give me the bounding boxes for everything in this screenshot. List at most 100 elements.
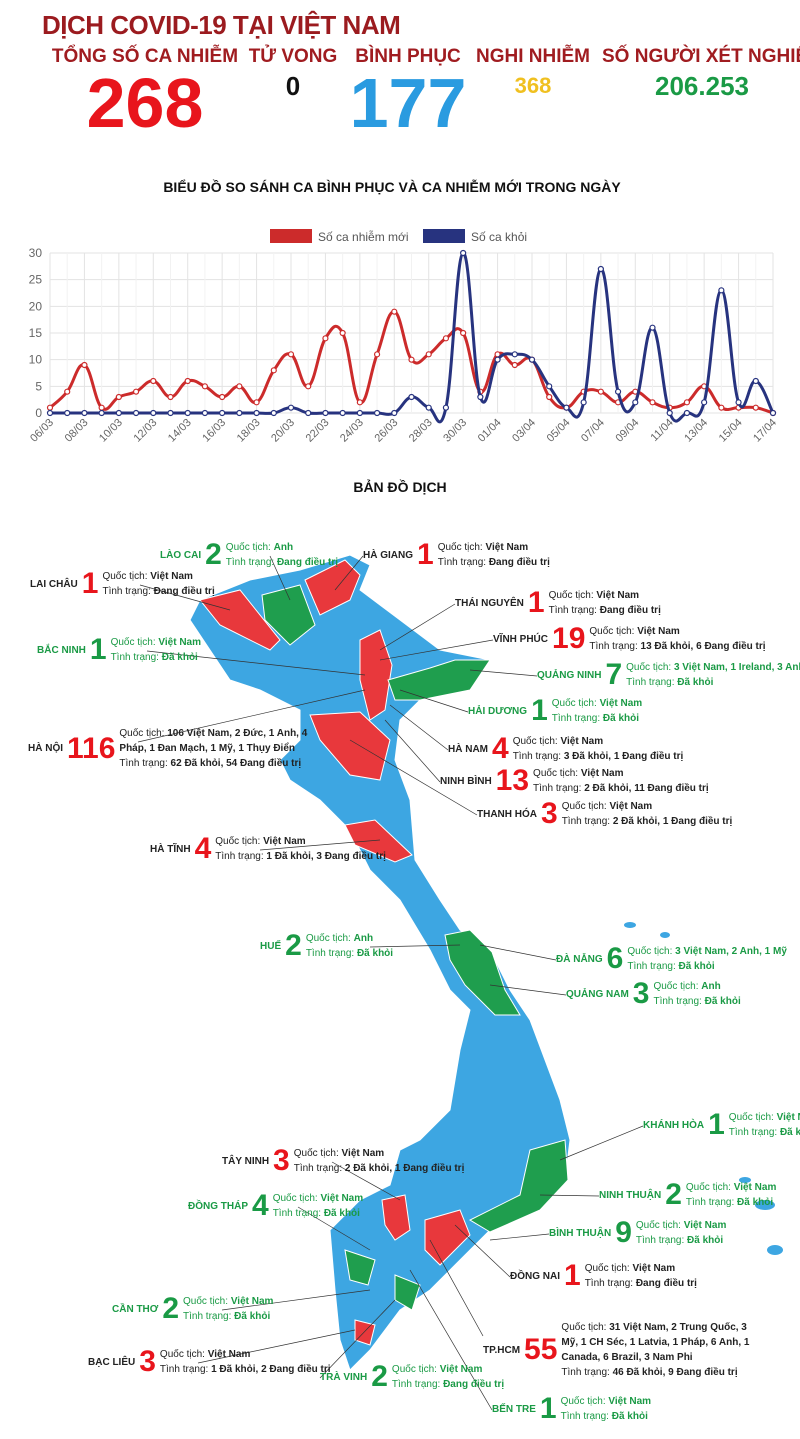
point (752, 404, 759, 411)
province-label: QUẢNG NINH 7 Quốc tịch: 3 Việt Nam, 1 Irel… (537, 660, 800, 690)
province-count: 4 (194, 832, 212, 865)
leader-line (559, 1125, 644, 1161)
status: Đang điều trị (635, 1278, 697, 1289)
province-label: NINH BÌNH 13 Quốc tịch: Việt Nam Tình trạng… (440, 766, 709, 796)
province-count: 55 (524, 1333, 558, 1366)
status-line: Tình trạng: Đang điều trị (102, 584, 214, 599)
province-label: LAI CHÂU 1 Quốc tịch: Việt Nam Tình trạng: … (30, 569, 215, 599)
point (150, 377, 157, 385)
province-label: TÂY NINH 3 Quốc tịch: Việt Nam Tình trạng: … (222, 1146, 464, 1176)
point (563, 404, 570, 411)
province-info: Quốc tịch: Việt Nam Tình trạng: Đang điều… (585, 1261, 697, 1291)
nationality: Anh (701, 981, 721, 992)
legend-swatch (270, 229, 312, 243)
province-label: QUẢNG NAM 3 Quốc tịch: Anh Tình trạng: Đã k… (566, 979, 741, 1009)
point (614, 388, 622, 395)
province-info: Quốc tịch: Anh Tình trạng: Đã khỏi (306, 931, 393, 961)
nationality: Việt Nam (632, 1263, 676, 1274)
province-name: ĐỒNG NAI (510, 1270, 560, 1282)
point (64, 409, 71, 417)
point (167, 393, 174, 401)
nationality-label: Quốc tịch: (437, 542, 483, 553)
point (81, 409, 88, 417)
province-name: HÀ GIANG (363, 549, 413, 561)
status-label: Tình trạng: (225, 557, 275, 568)
leader-line (331, 1161, 401, 1201)
status-label: Tình trạng: (561, 1367, 610, 1378)
nationality-line: Quốc tịch: Việt Nam (636, 1218, 726, 1233)
nationality-line: Quốc tịch: Anh (226, 540, 338, 555)
nationality-line: Quốc tịch: Việt Nam (585, 1261, 697, 1276)
leader-line (379, 639, 494, 661)
nationality: Việt Nam (596, 590, 640, 601)
nationality-line: Quốc tịch: Việt Nam (392, 1362, 504, 1377)
nationality: Việt Nam (320, 1193, 364, 1204)
status: 2 Đã khỏi, 1 Đang điều trị (344, 1163, 465, 1174)
stat-value: 268 (86, 64, 204, 142)
nationality-label: Quốc tịch: (512, 736, 558, 747)
point (339, 329, 346, 337)
province-name: LÀO CAI (160, 549, 202, 561)
nationality-label: Quốc tịch: (589, 626, 635, 637)
status-label: Tình trạng: (627, 961, 676, 972)
point (184, 377, 191, 385)
status: Đã khỏi (161, 652, 198, 663)
legend-label: Số ca khỏi (471, 230, 527, 244)
status: 46 Đã khỏi, 9 Đang điều trị (612, 1367, 738, 1378)
x-tick-label: 26/03 (372, 417, 400, 445)
point (511, 351, 518, 358)
point (701, 399, 708, 406)
status-label: Tình trạng: (215, 851, 264, 862)
header-title: DỊCH COVID-19 TẠI VIỆT NAM (42, 10, 401, 40)
stat-label: NGHI NHIỄM (476, 46, 590, 67)
status-label: Tình trạng: (685, 1197, 735, 1208)
leader-line (399, 689, 469, 713)
point (373, 409, 381, 417)
province-count: 19 (552, 622, 586, 655)
leader-line (454, 1224, 511, 1278)
province-info: Quốc tịch: Anh Tình trạng: Đang điều trị (226, 540, 338, 570)
status-line: Tình trạng: Đã khỏi (686, 1195, 776, 1210)
x-tick-label: 20/03 (269, 417, 297, 445)
province-label: CẦN THƠ 2 Quốc tịch: Việt Nam Tình trạng: Đ… (112, 1294, 273, 1324)
status-label: Tình trạng: (584, 1278, 634, 1289)
y-tick-label: 25 (29, 273, 43, 287)
nationality: 3 Việt Nam, 1 Ireland, 3 Anh (673, 662, 800, 673)
status-label: Tình trạng: (110, 652, 159, 663)
status: Đã khỏi (323, 1208, 360, 1219)
x-tick-label: 14/03 (166, 417, 194, 445)
nationality-label: Quốc tịch: (272, 1193, 318, 1204)
province-name: LAI CHÂU (30, 578, 78, 590)
leader-line (489, 1233, 550, 1241)
point (632, 399, 639, 406)
leader-line (409, 1269, 493, 1411)
nationality-label: Quốc tịch: (305, 933, 351, 944)
status: 62 Đã khỏi, 54 Đang điều trị (170, 758, 302, 769)
stat: NGHI NHIỄM 368 (433, 46, 633, 104)
status-line: Tình trạng: Đã khỏi (626, 675, 800, 690)
region (344, 1249, 376, 1286)
leader-line (429, 1239, 484, 1337)
nationality-line: Quốc tịch: Việt Nam (589, 624, 765, 639)
province-name: BẠC LIÊU (88, 1356, 136, 1368)
point (425, 351, 432, 358)
nationality: Việt Nam (230, 1296, 274, 1307)
status: Đang điều trị (599, 605, 661, 616)
province-count: 7 (605, 658, 623, 691)
status-label: Tình trạng: (548, 605, 597, 616)
point (201, 409, 209, 417)
status: Đang điều trị (153, 586, 215, 597)
province-name: THANH HÓA (477, 808, 537, 820)
point (253, 399, 260, 406)
province-label: BẾN TRE 1 Quốc tịch: Việt Nam Tình trạng: Đ… (492, 1394, 651, 1424)
status-line: Tình trạng: Đã khỏi (183, 1309, 273, 1324)
nationality: Việt Nam (637, 626, 680, 637)
status: Đang điều trị (443, 1379, 505, 1390)
nationality-line: Quốc tịch: 106 Việt Nam, 2 Đức, 1 Anh, 4… (119, 726, 309, 756)
nationality-label: Quốc tịch: (548, 590, 594, 601)
nationality-label: Quốc tịch: (635, 1220, 681, 1231)
y-tick-label: 20 (29, 299, 43, 313)
province-count: 3 (541, 797, 558, 830)
